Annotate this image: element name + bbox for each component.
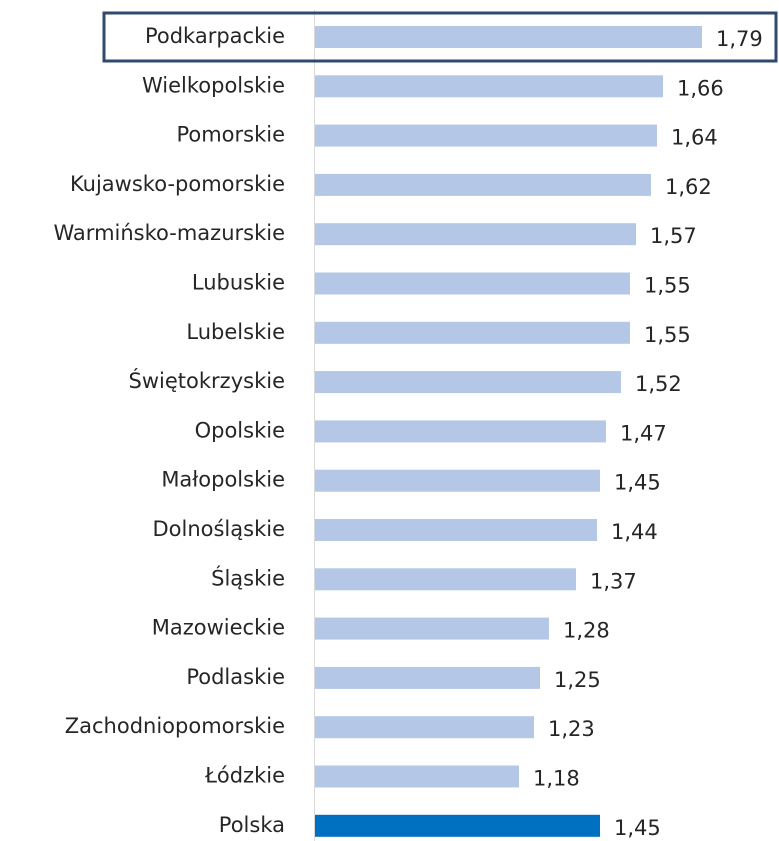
bar (315, 519, 597, 541)
bar (315, 420, 606, 443)
category-label: Mazowieckie (152, 616, 285, 640)
category-label: Kujawsko-pomorskie (70, 172, 285, 196)
category-label: Wielkopolskie (142, 73, 285, 97)
value-label: 1,25 (554, 668, 601, 692)
bar (315, 716, 534, 739)
value-label: 1,47 (620, 421, 667, 445)
category-label: Śląskie (211, 565, 285, 590)
highlight-box (102, 11, 778, 63)
bar (315, 617, 549, 640)
value-label: 1,23 (548, 717, 595, 741)
value-label: 1,79 (716, 27, 763, 51)
bar (315, 223, 636, 246)
category-label: Świętokrzyskie (129, 368, 285, 393)
value-label: 1,45 (614, 471, 661, 495)
bar (315, 75, 663, 98)
bar (315, 321, 630, 344)
category-label: Podkarpackie (145, 24, 285, 48)
value-label: 1,57 (650, 224, 697, 248)
value-label: 1,55 (644, 274, 691, 298)
category-label: Podlaskie (186, 665, 285, 689)
bar (315, 371, 621, 394)
category-label: Pomorskie (176, 123, 285, 147)
value-label: 1,64 (671, 126, 718, 150)
bar (315, 568, 576, 591)
value-label: 1,52 (635, 372, 682, 396)
bar (315, 814, 600, 837)
category-label: Zachodniopomorskie (65, 714, 285, 738)
category-label: Dolnośląskie (152, 517, 285, 541)
category-label: Lubelskie (186, 320, 285, 344)
bar (315, 124, 657, 147)
value-label: 1,55 (644, 323, 691, 347)
bar (315, 272, 630, 295)
value-label: 1,66 (677, 76, 724, 100)
category-label: Łódzkie (204, 764, 285, 788)
category-label: Polska (219, 813, 285, 837)
value-label: 1,44 (611, 520, 658, 544)
bar (315, 469, 600, 492)
bar (315, 26, 702, 48)
category-label: Małopolskie (161, 468, 285, 492)
value-label: 1,18 (533, 767, 580, 791)
bar (315, 765, 519, 788)
category-label: Warmińsko-mazurskie (54, 221, 285, 245)
category-label: Opolskie (195, 418, 285, 442)
value-label: 1,62 (665, 175, 712, 199)
bar (315, 666, 540, 689)
value-label: 1,28 (563, 619, 610, 643)
value-label: 1,37 (590, 569, 637, 593)
bar (315, 173, 651, 196)
value-label: 1,45 (614, 816, 661, 840)
category-label: Lubuskie (192, 271, 285, 295)
